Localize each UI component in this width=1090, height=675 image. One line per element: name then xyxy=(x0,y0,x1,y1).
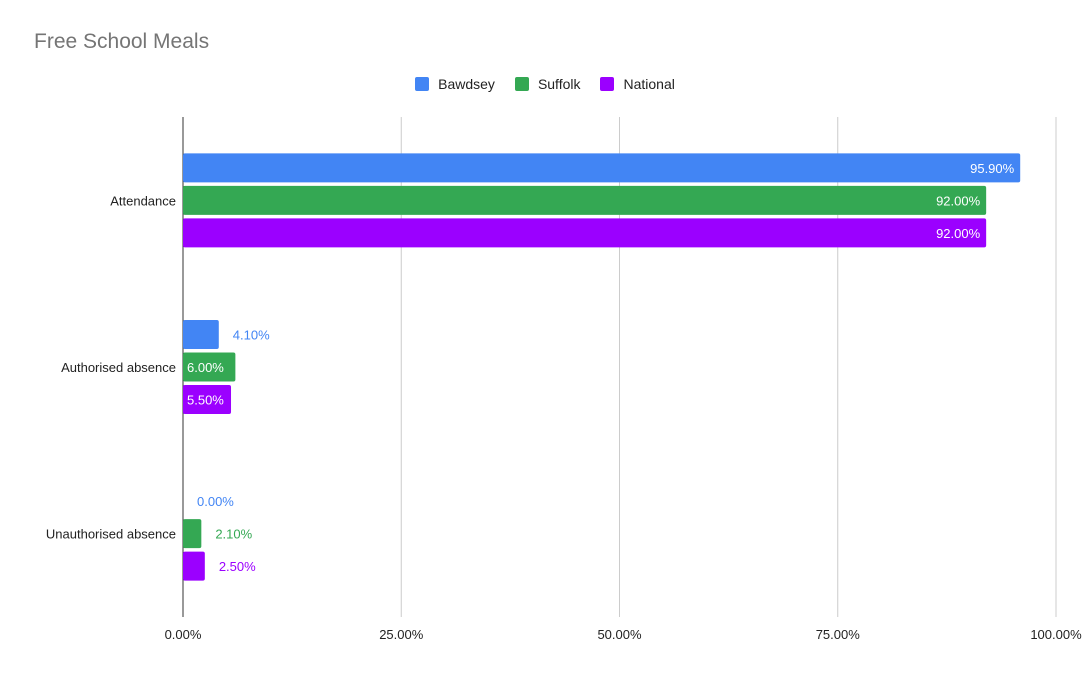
data-label: 4.10% xyxy=(233,328,270,343)
category-label: Authorised absence xyxy=(61,360,176,375)
x-tick-label: 25.00% xyxy=(379,627,424,642)
legend-label-bawdsey: Bawdsey xyxy=(438,76,495,92)
bar xyxy=(183,519,202,549)
bar xyxy=(183,385,232,414)
legend-label-suffolk: Suffolk xyxy=(537,76,581,92)
legend-swatch-bawdsey xyxy=(415,77,430,91)
legend-item-bawdsey[interactable]: Bawdsey xyxy=(415,76,495,92)
bar xyxy=(183,320,219,349)
legend-item-suffolk[interactable]: Suffolk xyxy=(514,76,581,92)
data-label: 92.00% xyxy=(936,193,981,208)
category-label: Unauthorised absence xyxy=(46,527,176,542)
bar xyxy=(183,185,987,215)
legend-swatch-national xyxy=(600,77,615,91)
legend-swatch-suffolk xyxy=(514,77,529,91)
data-label: 0.00% xyxy=(197,494,234,509)
data-label: 6.00% xyxy=(187,360,224,375)
legend-item-national[interactable]: National xyxy=(600,76,675,92)
data-label: 92.00% xyxy=(936,226,981,241)
chart-title: Free School Meals xyxy=(34,30,210,53)
data-label: 95.90% xyxy=(970,161,1015,176)
bar xyxy=(183,551,205,581)
bar xyxy=(183,153,1021,183)
x-tick-label: 75.00% xyxy=(816,627,861,642)
bar xyxy=(183,218,987,248)
x-tick-label: 0.00% xyxy=(165,627,202,642)
data-label: 2.50% xyxy=(219,559,256,574)
bar xyxy=(183,352,236,382)
data-label: 5.50% xyxy=(187,393,224,408)
legend: Bawdsey Suffolk National xyxy=(0,76,1090,92)
data-label: 2.10% xyxy=(215,527,252,542)
x-tick-label: 100.00% xyxy=(1030,627,1082,642)
legend-label-national: National xyxy=(623,76,675,92)
category-label: Attendance xyxy=(110,193,176,208)
x-tick-label: 50.00% xyxy=(597,627,642,642)
